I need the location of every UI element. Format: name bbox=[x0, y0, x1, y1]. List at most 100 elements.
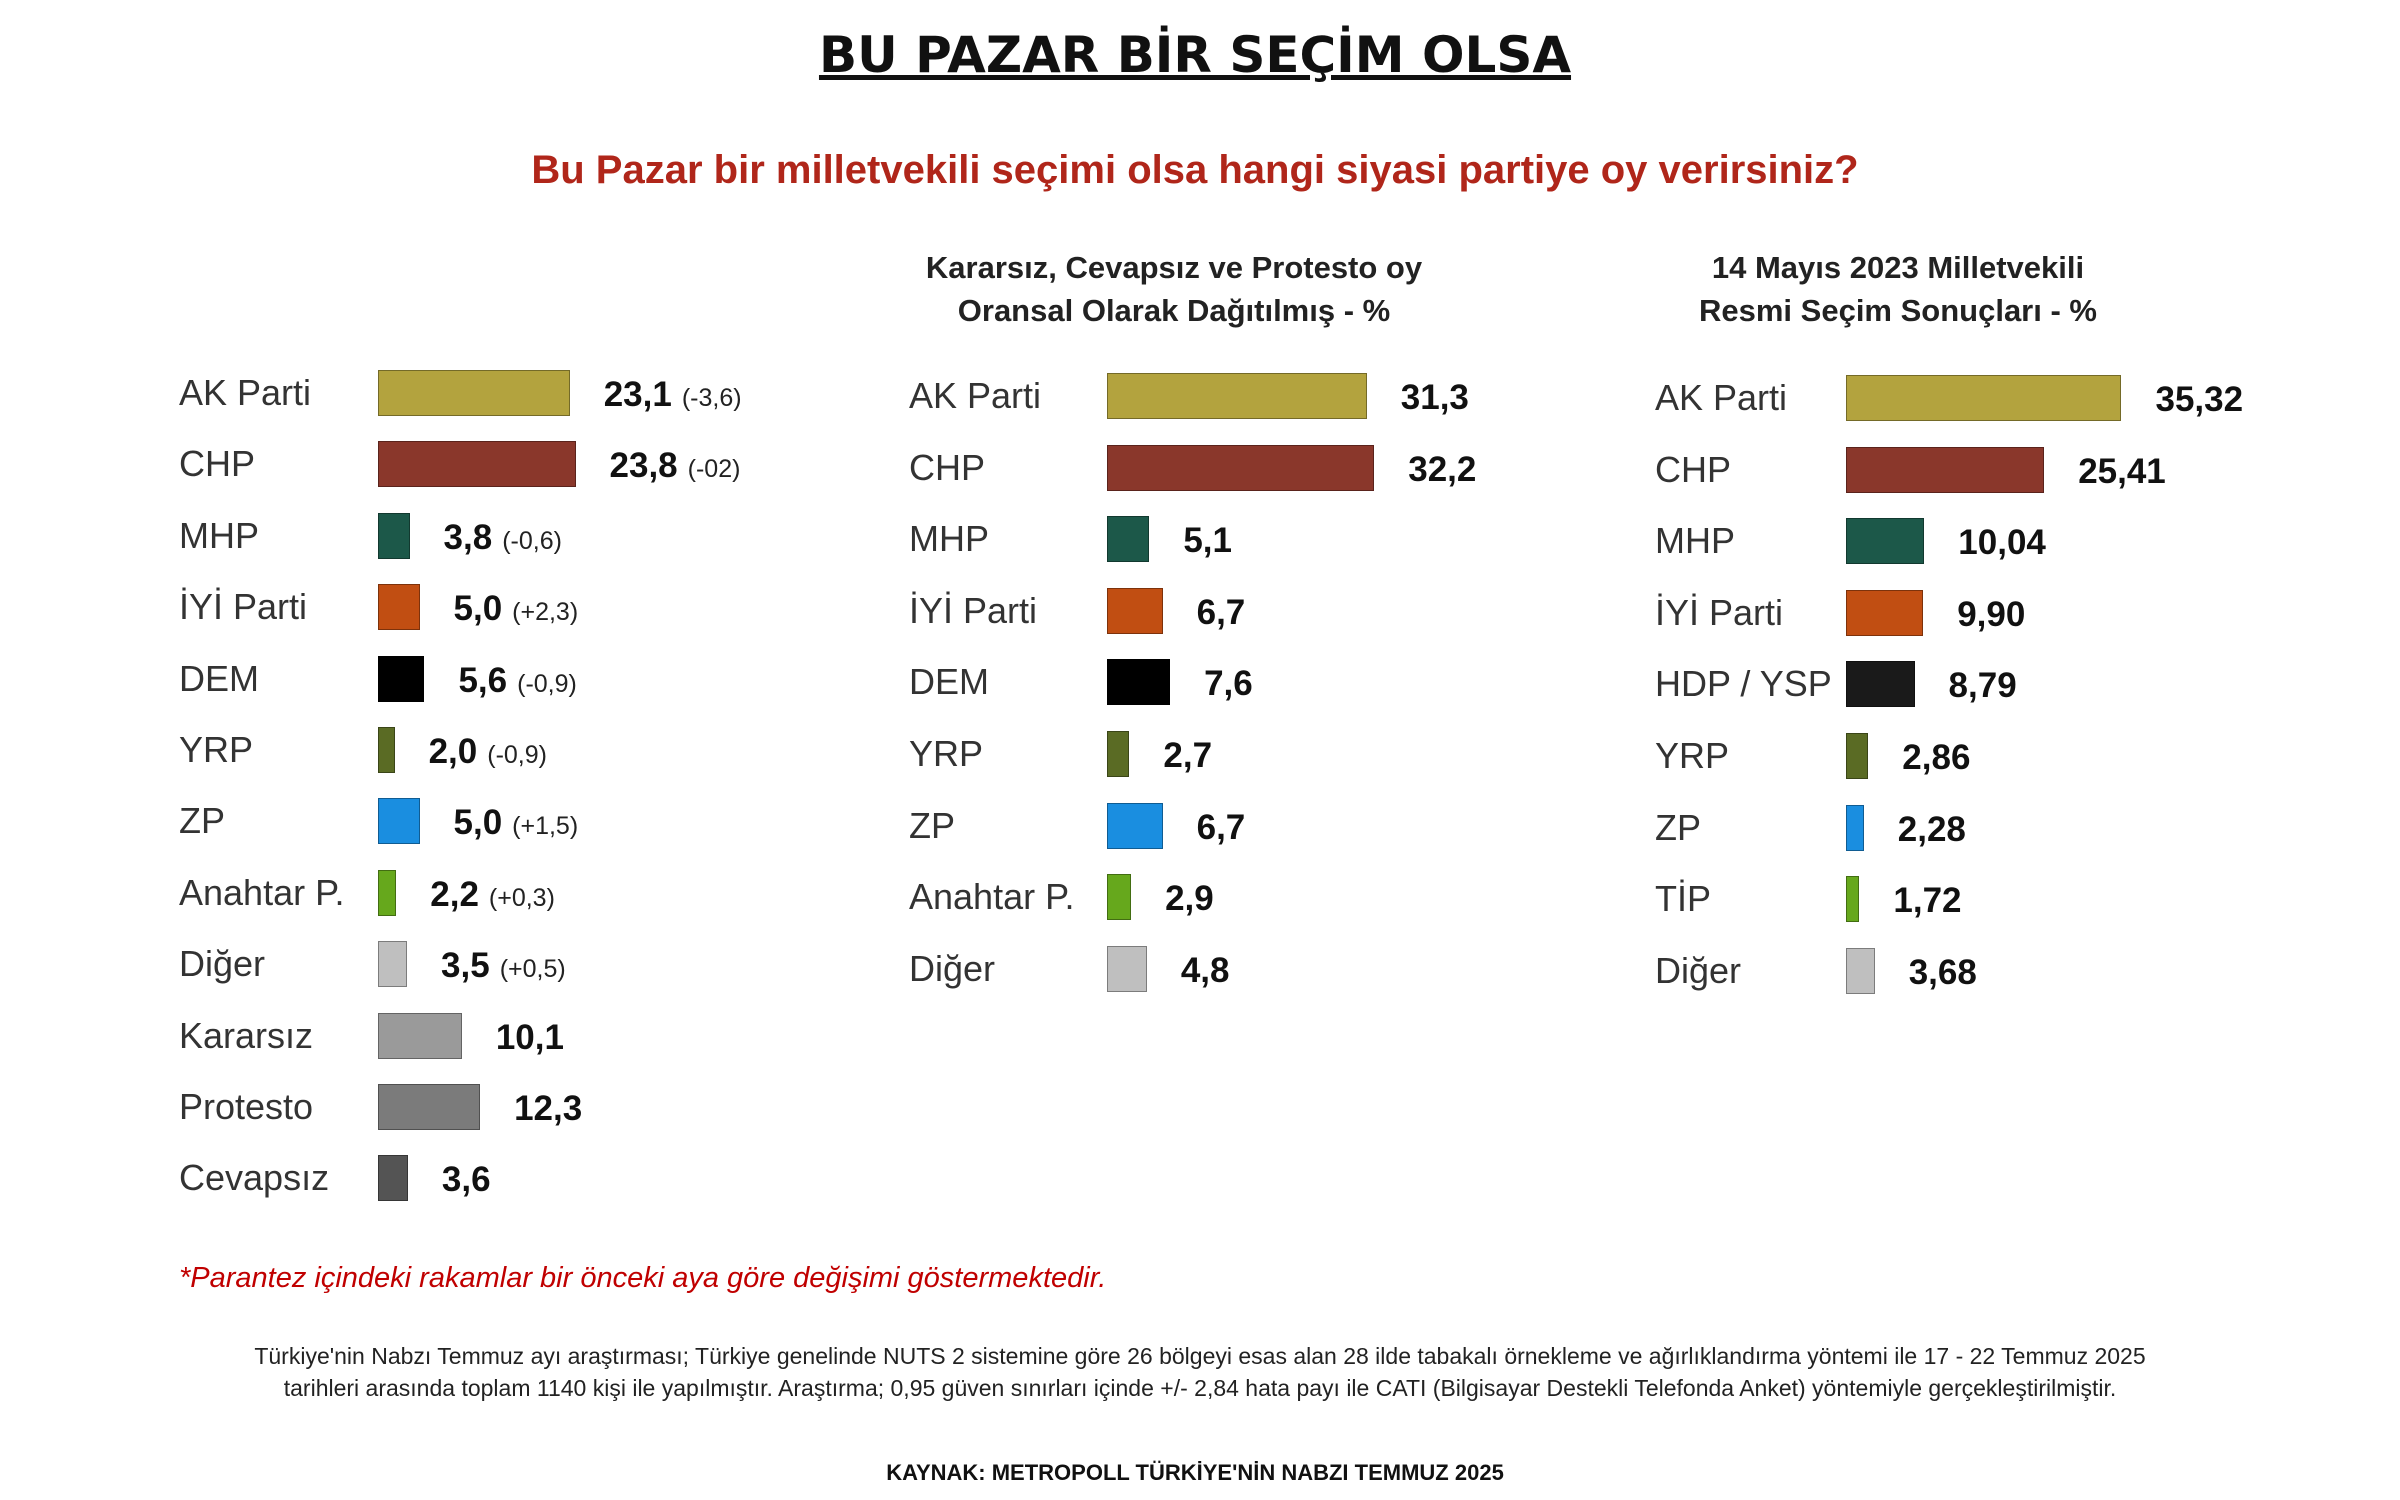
bar-row: CHP 32,2 bbox=[909, 443, 1609, 493]
category-label: CHP bbox=[179, 443, 256, 485]
value-label: 7,6 bbox=[1204, 664, 1253, 704]
bar-row: İYİ Parti 6,7 bbox=[909, 586, 1609, 636]
change-label: (-0,9) bbox=[487, 741, 547, 769]
category-label: Kararsız bbox=[179, 1014, 314, 1056]
bar-row: Protesto 12,3 bbox=[179, 1082, 879, 1132]
value-label: 32,2 bbox=[1408, 449, 1477, 489]
chart-3-title-line-1: 14 Mayıs 2023 Milletvekili bbox=[1711, 250, 2085, 285]
change-label: (-0,9) bbox=[517, 669, 577, 698]
value-label: 5,0 (+1,5) bbox=[453, 803, 579, 843]
value-label: 2,7 bbox=[1163, 736, 1213, 775]
category-label: Anahtar P. bbox=[179, 871, 345, 913]
category-label: Cevapsız bbox=[179, 1157, 330, 1199]
bar-row: YRP 2,86 bbox=[1655, 731, 2355, 781]
change-label: (+2,3) bbox=[512, 598, 579, 627]
category-label: Diğer bbox=[909, 947, 996, 989]
bar-row: YRP 2,7 bbox=[909, 729, 1609, 779]
value-label: 25,41 bbox=[2078, 451, 2166, 491]
change-label: (+1,5) bbox=[512, 812, 579, 841]
bar bbox=[378, 1084, 481, 1130]
value-label: 2,2 (+0,3) bbox=[430, 874, 555, 914]
bar-row: ZP 5,0 (+1,5) bbox=[179, 796, 879, 846]
category-label: DEM bbox=[909, 661, 989, 703]
category-label: CHP bbox=[909, 446, 986, 488]
category-label: Diğer bbox=[1655, 949, 1742, 991]
chart-3-title: 14 Mayıs 2023 Milletvekili Resmi Seçim S… bbox=[1548, 246, 2248, 332]
value-label: 2,28 bbox=[1897, 809, 1966, 849]
bar bbox=[378, 1155, 408, 1202]
bar-row: Diğer 4,8 bbox=[909, 944, 1609, 994]
bar bbox=[1846, 804, 1864, 851]
survey-question: Bu Pazar bir milletvekili seçimi olsa ha… bbox=[531, 148, 1859, 192]
category-label: YRP bbox=[179, 729, 254, 770]
methodology-line-1: Türkiye'nin Nabzı Temmuz ayı araştırması… bbox=[254, 1343, 2146, 1369]
category-label: Protesto bbox=[179, 1086, 314, 1127]
change-label: (-02) bbox=[687, 455, 741, 484]
bar bbox=[378, 941, 408, 988]
bar bbox=[378, 869, 397, 916]
bar-row: AK Parti 35,32 bbox=[1655, 373, 2355, 423]
bar bbox=[1107, 802, 1163, 849]
bar-row: İYİ Parti 5,0 (+2,3) bbox=[179, 582, 879, 632]
chart-2-title-line-1: Kararsız, Cevapsız ve Protesto oy bbox=[925, 250, 1423, 285]
category-label: MHP bbox=[909, 518, 989, 560]
methodology-text: Türkiye'nin Nabzı Temmuz ayı araştırması… bbox=[150, 1340, 2250, 1404]
value-label: 4,8 bbox=[1180, 950, 1230, 990]
bar bbox=[378, 727, 395, 773]
chart-2-title: Kararsız, Cevapsız ve Protesto oy Oransa… bbox=[824, 246, 1524, 332]
value-label: 3,5 (+0,5) bbox=[441, 946, 566, 986]
category-label: AK Parti bbox=[1655, 377, 1788, 418]
bar-row: HDP / YSP 8,79 bbox=[1655, 659, 2355, 709]
category-label: TİP bbox=[1655, 878, 1712, 920]
value-label: 5,1 bbox=[1183, 521, 1232, 561]
bar-row: TİP 1,72 bbox=[1655, 874, 2355, 924]
source-text: KAYNAK: METROPOLL TÜRKİYE'NİN NABZI TEMM… bbox=[886, 1460, 1504, 1485]
bar-row: MHP 10,04 bbox=[1655, 516, 2355, 566]
category-label: HDP / YSP bbox=[1655, 663, 1832, 705]
bar bbox=[1107, 874, 1132, 921]
bar bbox=[1107, 659, 1171, 706]
value-label: 6,7 bbox=[1196, 807, 1246, 847]
value-label: 35,32 bbox=[2155, 380, 2244, 419]
bar-row: Anahtar P. 2,9 bbox=[909, 872, 1609, 922]
bar bbox=[1846, 661, 1915, 708]
bar bbox=[1107, 444, 1375, 491]
bar-row: YRP 2,0 (-0,9) bbox=[179, 725, 879, 775]
category-label: MHP bbox=[1655, 520, 1735, 562]
bar bbox=[378, 655, 425, 702]
bar bbox=[1107, 587, 1163, 634]
value-label: 2,9 bbox=[1165, 879, 1214, 919]
value-label: 2,86 bbox=[1902, 738, 1971, 777]
bar-row: MHP 5,1 bbox=[909, 514, 1609, 564]
category-label: YRP bbox=[909, 733, 984, 774]
value-label: 23,1 (-3,6) bbox=[603, 375, 742, 414]
bar-row: İYİ Parti 9,90 bbox=[1655, 588, 2355, 638]
category-label: AK Parti bbox=[179, 372, 312, 413]
change-label: (+0,5) bbox=[499, 955, 566, 984]
bar bbox=[1107, 945, 1147, 992]
bar bbox=[1846, 876, 1860, 923]
bar bbox=[1846, 446, 2045, 493]
value-label: 5,6 (-0,9) bbox=[458, 660, 577, 700]
category-label: ZP bbox=[1655, 806, 1702, 848]
category-label: DEM bbox=[179, 657, 259, 699]
category-label: ZP bbox=[909, 804, 956, 846]
category-label: Diğer bbox=[179, 943, 266, 985]
bar bbox=[1107, 516, 1150, 563]
category-label: CHP bbox=[1655, 448, 1732, 490]
value-label: 10,04 bbox=[1958, 523, 2046, 563]
value-label: 9,90 bbox=[1957, 594, 2026, 634]
change-label: (-0,6) bbox=[502, 526, 562, 555]
bar-row: ZP 2,28 bbox=[1655, 803, 2355, 853]
bar-row: AK Parti 31,3 bbox=[909, 371, 1609, 421]
bar bbox=[378, 1012, 462, 1059]
category-label: YRP bbox=[1655, 735, 1730, 776]
bar bbox=[378, 441, 576, 488]
bar bbox=[378, 798, 420, 845]
bar-row: DEM 5,6 (-0,9) bbox=[179, 654, 879, 704]
bar-row: MHP 3,8 (-0,6) bbox=[179, 511, 879, 561]
bar bbox=[378, 584, 420, 631]
methodology-line-2: tarihleri arasında toplam 1140 kişi ile … bbox=[283, 1375, 2117, 1401]
category-label: Anahtar P. bbox=[909, 876, 1075, 918]
bar-row: Cevapsız 3,6 bbox=[179, 1153, 879, 1203]
